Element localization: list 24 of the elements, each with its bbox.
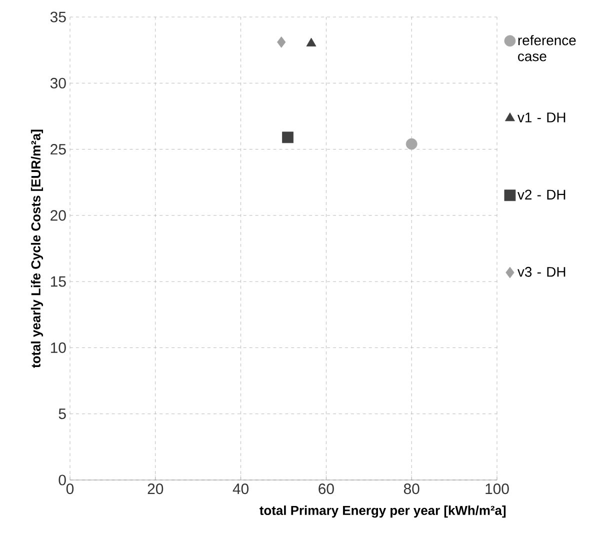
y-tick-label: 30: [50, 78, 66, 88]
y-tick-label: 0: [58, 474, 66, 486]
legend-label: v2 - DH: [518, 190, 566, 200]
x-tick-label: 60: [318, 484, 334, 494]
y-tick-label: 20: [50, 210, 66, 221]
x-tick-label: 40: [232, 484, 249, 494]
y-tick-label: 35: [50, 12, 66, 22]
x-tick-label: 20: [148, 484, 164, 494]
y-axis-title: total yearly Life Cycle Costs [EUR/m²a]: [30, 130, 44, 368]
y-tick-label: 10: [51, 342, 66, 353]
x-tick-label: 100: [486, 484, 509, 494]
point: [306, 38, 316, 46]
x-axis-title: total Primary Energy per year [kWh/m²a]: [260, 506, 506, 518]
point: [406, 138, 418, 150]
y-tick-label: 25: [50, 144, 66, 155]
point: [277, 36, 286, 48]
y-tick-label: 15: [51, 276, 66, 287]
legend-label: v1 - DH: [518, 112, 566, 122]
legend-label: reference case: [518, 35, 576, 62]
point: [282, 132, 294, 144]
y-tick-label: 5: [58, 408, 66, 420]
legend-label: v3 - DH: [518, 266, 566, 277]
x-tick-label: 0: [66, 484, 74, 494]
x-tick-label: 80: [404, 484, 420, 494]
